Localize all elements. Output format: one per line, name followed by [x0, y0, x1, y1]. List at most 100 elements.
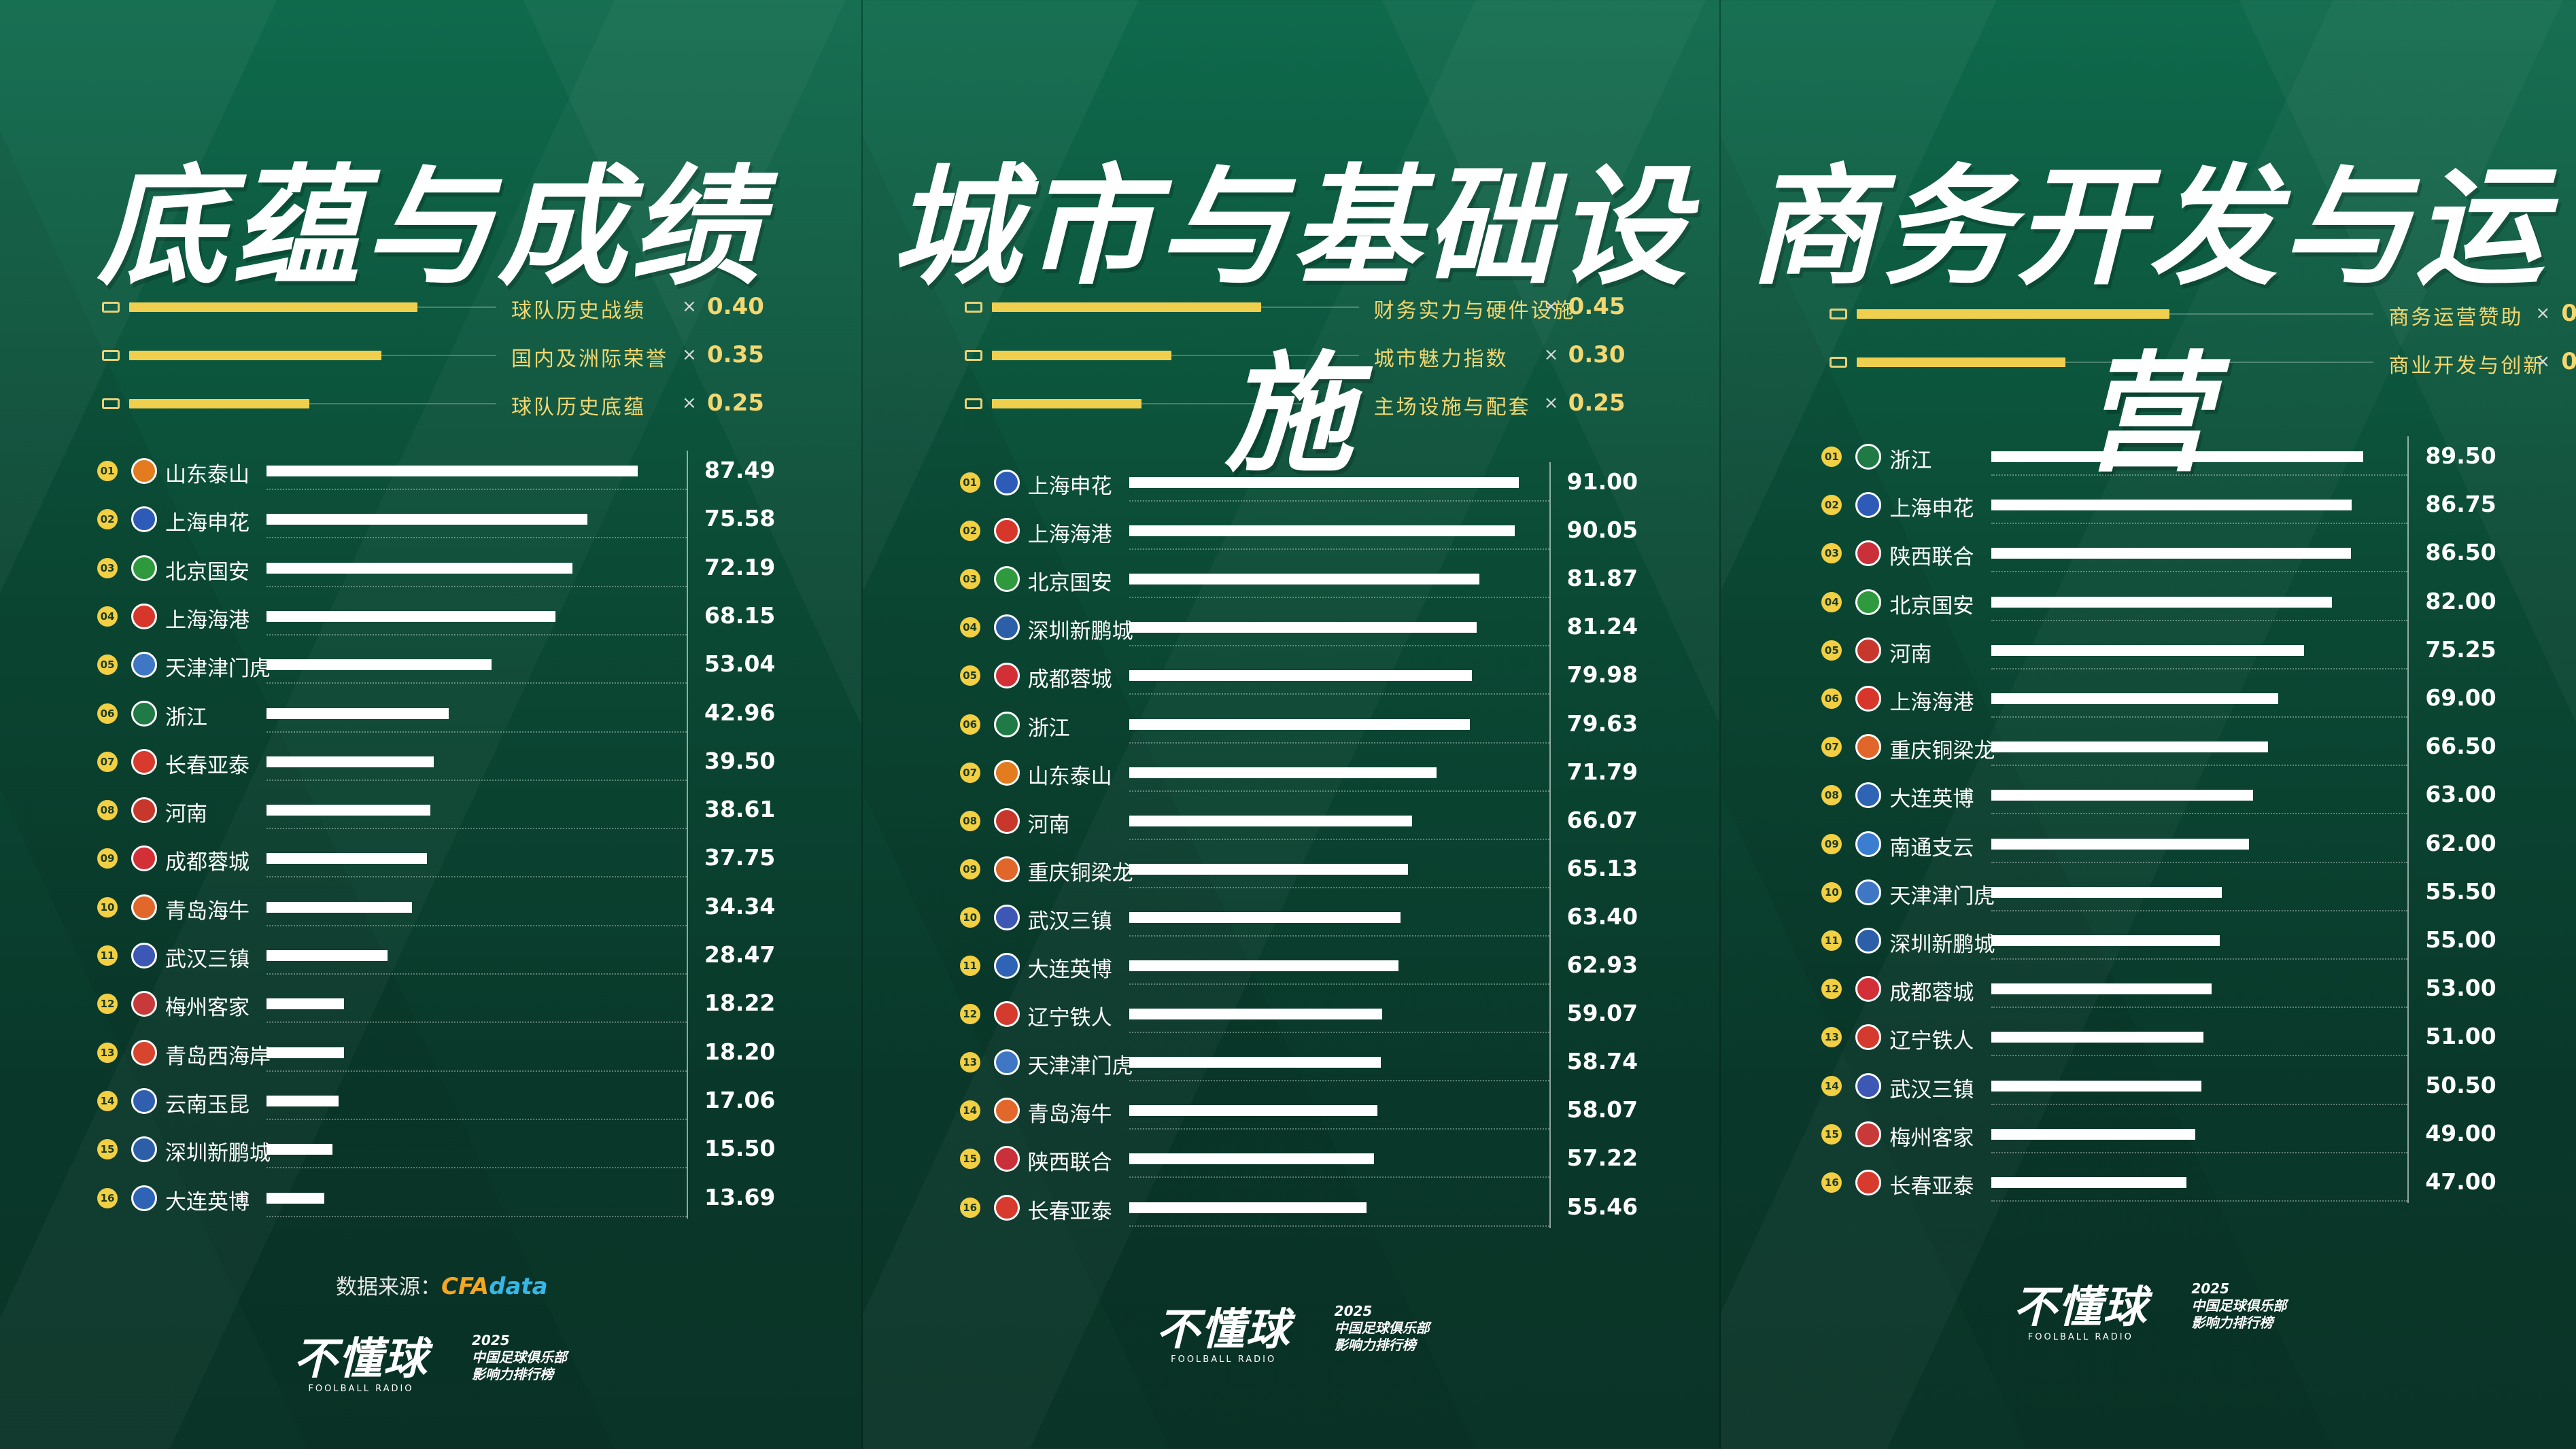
team-name: 青岛海牛	[1027, 1102, 1112, 1128]
team-logo-icon	[1855, 589, 1882, 615]
team-logo-icon	[993, 1146, 1020, 1172]
team-name: 河南	[1889, 642, 1932, 667]
score-bar	[1129, 1009, 1382, 1020]
team-name: 北京国安	[165, 559, 250, 584]
team-logo-icon	[131, 894, 157, 920]
weight-value: 0.40	[2561, 348, 2576, 375]
score-value: 53.00	[2425, 975, 2496, 1002]
score-bar	[1991, 935, 2220, 946]
team-name: 浙江	[165, 705, 207, 730]
weight-icon	[964, 350, 982, 361]
score-value: 86.75	[2425, 491, 2496, 518]
team-logo-icon	[1855, 1170, 1882, 1195]
team-logo-icon	[993, 807, 1020, 834]
team-logo-icon	[131, 943, 157, 968]
rank-badge: 05	[1821, 640, 1842, 661]
team-name: 上海海港	[1889, 691, 1974, 715]
ranking-caption-year: 2025	[2191, 1280, 2229, 1297]
score-bar	[1129, 960, 1399, 971]
score-value: 79.63	[1566, 710, 1638, 737]
rank-badge: 14	[97, 1090, 118, 1111]
rank-badge: 01	[1821, 447, 1842, 467]
score-bar	[267, 805, 430, 816]
rank-badge: 16	[1821, 1172, 1842, 1193]
cfadata-logo-cfa: CFA	[441, 1273, 490, 1300]
rank-badge: 07	[97, 751, 118, 772]
team-name: 上海海港	[1027, 523, 1112, 548]
weight-label: 商务运营赞助	[2388, 306, 2524, 330]
score-bar	[1129, 1153, 1375, 1165]
rank-badge: 07	[959, 762, 980, 783]
weight-value: 0.30	[1568, 341, 1626, 368]
rank-badge: 06	[959, 714, 980, 735]
weight-multiply-sign: ×	[1543, 296, 1559, 317]
score-value: 38.61	[704, 796, 776, 823]
row-guide-line	[1129, 838, 1549, 840]
row-guide-line	[1991, 958, 2408, 960]
score-bar	[1129, 622, 1477, 633]
weight-multiply-sign: ×	[1543, 345, 1559, 365]
score-bar	[267, 1192, 325, 1204]
team-name: 深圳新鹏城	[165, 1141, 271, 1166]
rank-badge: 03	[1821, 543, 1842, 564]
rank-badge: 15	[97, 1139, 118, 1160]
team-logo-icon	[993, 1098, 1020, 1124]
rank-badge: 08	[959, 810, 980, 831]
rank-badge: 11	[1821, 930, 1842, 951]
score-value: 79.98	[1566, 661, 1638, 688]
score-bar	[1129, 1057, 1381, 1068]
team-name: 武汉三镇	[1889, 1077, 1974, 1102]
panel-title: 商务开发与运营	[1749, 152, 2549, 489]
row-guide-line	[1991, 765, 2408, 767]
row-guide-line	[1129, 548, 1549, 551]
team-logo-icon	[1855, 879, 1882, 905]
score-value: 62.00	[2425, 829, 2496, 856]
rank-badge: 14	[959, 1100, 980, 1121]
score-bar	[1991, 790, 2254, 801]
data-source-label: 数据来源：	[336, 1275, 441, 1299]
team-logo-icon	[993, 711, 1020, 737]
row-guide-line	[1129, 790, 1549, 792]
score-bar	[1991, 983, 2212, 995]
score-value: 58.07	[1566, 1096, 1638, 1123]
team-logo-icon	[1855, 734, 1882, 761]
score-bar	[1991, 548, 2351, 559]
team-name: 重庆铜梁龙	[1889, 739, 1995, 764]
weight-icon	[102, 350, 120, 361]
rank-badge: 07	[1821, 737, 1842, 758]
rank-badge: 02	[1821, 495, 1842, 516]
score-bar	[1129, 574, 1480, 585]
row-guide-line	[267, 1118, 687, 1120]
weight-icon	[1830, 309, 1848, 319]
value-separator-line	[1549, 462, 1551, 1228]
weight-label: 球队历史底蕴	[511, 396, 646, 419]
rank-badge: 15	[959, 1149, 980, 1170]
team-logo-icon	[1855, 1072, 1882, 1099]
team-name: 梅州客家	[165, 996, 250, 1021]
row-guide-line	[1991, 813, 2408, 815]
team-name: 云南玉昆	[165, 1092, 250, 1117]
weight-label: 财务实力与硬件设施	[1373, 299, 1576, 323]
rank-badge: 10	[959, 907, 980, 928]
score-value: 86.50	[2425, 539, 2496, 566]
row-guide-line	[1129, 1225, 1549, 1227]
row-guide-line	[1129, 1128, 1549, 1130]
team-name: 辽宁铁人	[1027, 1006, 1112, 1031]
rank-badge: 04	[97, 606, 118, 627]
brand-name: 不懂球	[1156, 1305, 1291, 1355]
score-value: 66.50	[2425, 733, 2496, 760]
score-value: 81.87	[1566, 565, 1638, 592]
team-logo-icon	[1855, 1024, 1882, 1051]
weight-track	[1857, 362, 2374, 363]
team-logo-icon	[131, 1087, 157, 1114]
team-logo-icon	[993, 1194, 1020, 1221]
row-guide-line	[1129, 1080, 1549, 1082]
row-guide-line	[1991, 1151, 2408, 1153]
row-guide-line	[1991, 619, 2408, 621]
score-bar	[267, 756, 434, 767]
weight-bar	[129, 351, 381, 360]
rank-badge: 09	[97, 848, 118, 869]
score-value: 75.58	[704, 505, 776, 532]
score-bar	[1129, 1105, 1378, 1117]
score-bar	[1991, 1032, 2203, 1043]
